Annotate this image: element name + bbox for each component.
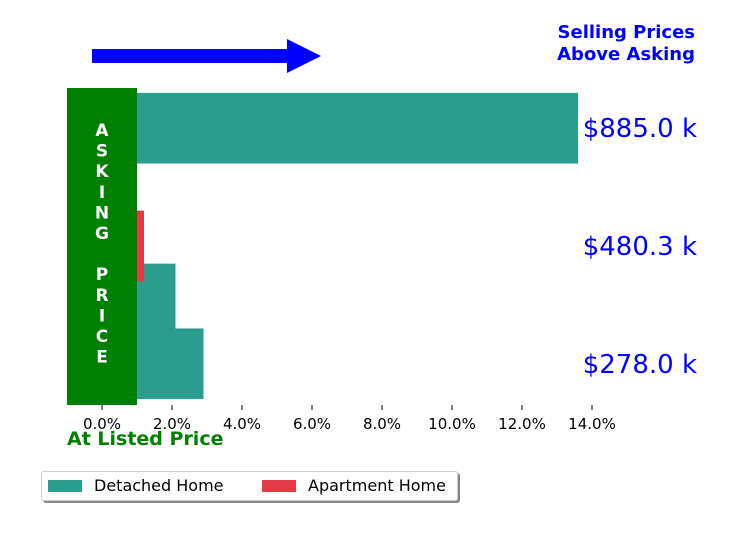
arrow-right-icon bbox=[92, 39, 321, 73]
x-tick-label: 6.0% bbox=[293, 415, 331, 433]
asking-price-letter: A bbox=[95, 121, 109, 141]
asking-price-letter: K bbox=[95, 162, 109, 182]
x-tick-label: 10.0% bbox=[428, 415, 476, 433]
asking-price-letter: P bbox=[96, 265, 108, 285]
category-labels: $278.0 k $480.3 k $885.0 k bbox=[583, 114, 697, 380]
legend: Detached Home Apartment Home bbox=[41, 471, 458, 501]
x-tick-label: 8.0% bbox=[363, 415, 401, 433]
bar-apartment-0 bbox=[137, 210, 144, 282]
annotation-selling-prices-line1: Selling Prices bbox=[558, 22, 695, 43]
bar-detached-0 bbox=[137, 328, 204, 400]
x-tick-label: 12.0% bbox=[498, 415, 546, 433]
legend-swatch-detached bbox=[48, 480, 82, 492]
asking-price-letter: I bbox=[99, 306, 105, 326]
asking-price-letter: C bbox=[96, 327, 108, 347]
x-tick-label: 2.0% bbox=[153, 415, 191, 433]
x-tick-label: 14.0% bbox=[568, 415, 616, 433]
asking-price-letter: G bbox=[95, 224, 109, 244]
legend-swatch-apartment bbox=[262, 480, 296, 492]
asking-price-letter: R bbox=[95, 286, 108, 306]
x-tick-label: 0.0% bbox=[83, 415, 121, 433]
asking-price-letter: S bbox=[96, 142, 108, 162]
asking-price-letter: N bbox=[95, 203, 109, 223]
asking-price-letter: E bbox=[96, 348, 108, 368]
annotation-selling-prices-line2: Above Asking bbox=[557, 44, 695, 65]
category-label-2: $885.0 k bbox=[583, 114, 697, 144]
legend-label-detached: Detached Home bbox=[94, 476, 224, 495]
legend-label-apartment: Apartment Home bbox=[308, 476, 446, 495]
x-axis-ticks: 0.0% 2.0% 4.0% 6.0% 8.0% 10.0% 12.0% 14.0% bbox=[83, 405, 616, 433]
asking-price-letter: I bbox=[99, 183, 105, 203]
category-label-1: $480.3 k bbox=[583, 232, 697, 262]
asking-price-block bbox=[67, 88, 137, 405]
asking-price-block-rect bbox=[67, 88, 137, 405]
bar-detached-2 bbox=[137, 92, 578, 164]
bars-layer bbox=[137, 92, 578, 400]
x-tick-label: 4.0% bbox=[223, 415, 261, 433]
category-label-0: $278.0 k bbox=[583, 350, 697, 380]
annotation-at-listed-price: At Listed Price bbox=[67, 428, 223, 450]
